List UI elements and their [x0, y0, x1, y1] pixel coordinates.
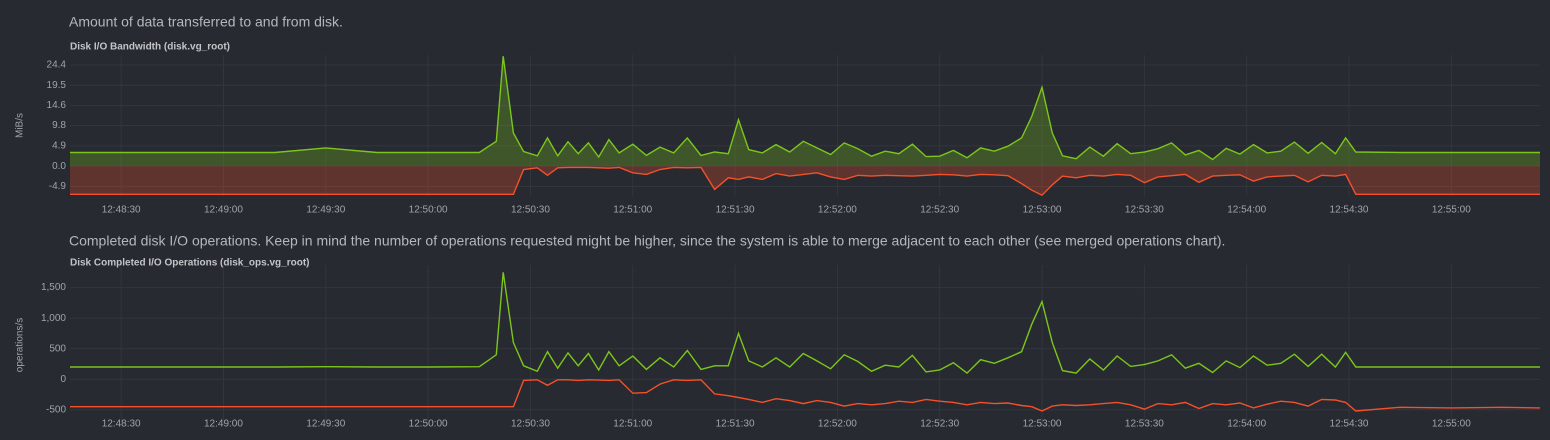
- x-tick-label: 12:48:30: [102, 419, 141, 430]
- line: [70, 56, 1540, 161]
- x-tick-label: 12:52:30: [920, 205, 959, 216]
- x-tick-label: 12:49:00: [204, 419, 243, 430]
- line: [70, 272, 1540, 375]
- x-tick-label: 12:53:00: [1023, 205, 1062, 216]
- chart-title: Disk Completed I/O Operations (disk_ops.…: [70, 258, 310, 269]
- x-tick-label: 12:54:00: [1227, 205, 1266, 216]
- y-tick-label: 0: [60, 374, 66, 385]
- x-tick-label: 12:52:30: [920, 419, 959, 430]
- y-tick-label: 1,000: [41, 313, 66, 324]
- x-tick-label: 12:53:30: [1125, 419, 1164, 430]
- x-tick-label: 12:50:00: [409, 419, 448, 430]
- x-tick-label: 12:50:30: [511, 205, 550, 216]
- x-tick-label: 12:55:00: [1432, 205, 1471, 216]
- x-tick-label: 12:51:00: [613, 205, 652, 216]
- x-tick-label: 12:54:30: [1330, 419, 1369, 430]
- y-tick-label: 19.5: [47, 80, 67, 91]
- x-tick-label: 12:53:00: [1023, 419, 1062, 430]
- chart-title: Disk I/O Bandwidth (disk.vg_root): [70, 42, 230, 53]
- x-tick-label: 12:55:00: [1432, 419, 1471, 430]
- y-tick-label: -500: [46, 404, 66, 415]
- y-axis-label: MiB/s: [15, 113, 26, 138]
- line: [70, 379, 1541, 412]
- x-tick-label: 12:54:00: [1227, 419, 1266, 430]
- x-tick-label: 12:49:30: [306, 205, 345, 216]
- y-tick-label: 9.8: [52, 120, 66, 131]
- chart-description: Amount of data transferred to and from d…: [69, 14, 343, 30]
- x-tick-label: 12:51:30: [716, 419, 755, 430]
- x-tick-label: 12:51:00: [613, 419, 652, 430]
- x-tick-label: 12:50:00: [409, 205, 448, 216]
- x-tick-label: 12:52:00: [818, 205, 857, 216]
- x-tick-label: 12:50:30: [511, 419, 550, 430]
- y-tick-label: -4.9: [49, 181, 67, 192]
- y-tick-label: 1,500: [41, 282, 66, 293]
- area: [70, 166, 1540, 196]
- x-tick-label: 12:53:30: [1125, 205, 1164, 216]
- y-tick-label: 24.4: [47, 60, 67, 71]
- x-tick-label: 12:52:00: [818, 419, 857, 430]
- y-tick-label: 500: [49, 343, 66, 354]
- y-tick-label: 0.0: [52, 161, 66, 172]
- y-tick-label: 4.9: [52, 140, 66, 151]
- x-tick-label: 12:49:00: [204, 205, 243, 216]
- x-tick-label: 12:54:30: [1330, 205, 1369, 216]
- chart: Completed disk I/O operations. Keep in m…: [15, 233, 1541, 430]
- y-axis-label: operations/s: [15, 318, 26, 372]
- area: [70, 56, 1540, 167]
- y-tick-label: 14.6: [47, 100, 67, 111]
- chart-description: Completed disk I/O operations. Keep in m…: [69, 233, 1225, 249]
- line: [70, 166, 1540, 197]
- x-tick-label: 12:48:30: [102, 205, 141, 216]
- x-tick-label: 12:49:30: [306, 419, 345, 430]
- x-tick-label: 12:51:30: [716, 205, 755, 216]
- chart: Amount of data transferred to and from d…: [15, 14, 1540, 216]
